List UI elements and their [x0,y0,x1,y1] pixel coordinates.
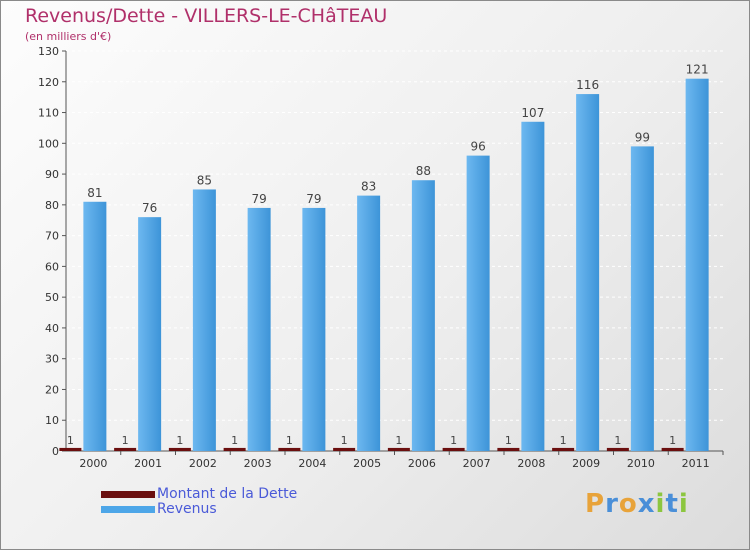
bar-dette [59,447,82,451]
logo-letter: x [637,489,656,519]
y-tick-label: 110 [38,107,59,120]
y-tick-label: 40 [45,322,59,335]
data-label-dette: 1 [122,434,129,447]
proxiti-logo: Proxiti [585,489,689,519]
data-label-dette: 1 [67,434,74,447]
logo-letter: i [655,489,666,519]
bar-revenus [247,207,271,451]
x-tick-label: 2005 [353,457,381,470]
chart-subtitle: (en milliers d'€) [25,30,112,43]
bar-revenus [411,180,435,451]
bar-revenus [192,189,216,451]
x-tick-label: 2007 [463,457,491,470]
y-tick-label: 130 [38,45,59,58]
data-label-revenus: 85 [197,173,212,187]
data-label-dette: 1 [176,434,183,447]
bar-dette [333,447,356,451]
data-label-dette: 1 [450,434,457,447]
data-label-dette: 1 [505,434,512,447]
legend-swatch-revenus [101,506,155,513]
legend-label-dette: Montant de la Dette [157,486,298,502]
y-tick-label: 70 [45,230,59,243]
data-label-dette: 1 [560,434,567,447]
y-tick-label: 50 [45,291,59,304]
data-label-dette: 1 [614,434,621,447]
bar-dette [442,447,465,451]
data-label-revenus: 79 [251,192,266,206]
y-tick-label: 0 [52,445,59,458]
y-tick-label: 60 [45,260,59,273]
data-label-dette: 1 [341,434,348,447]
data-label-revenus: 79 [306,192,321,206]
data-label-revenus: 88 [416,164,431,178]
bar-revenus [630,146,654,451]
data-label-revenus: 121 [686,63,709,77]
data-label-revenus: 99 [635,130,650,144]
bar-revenus [83,201,107,451]
x-tick-label: 2009 [572,457,600,470]
y-tick-label: 90 [45,168,59,181]
data-label-dette: 1 [669,434,676,447]
data-label-revenus: 76 [142,201,157,215]
bar-dette [387,447,410,451]
bar-dette [661,447,684,451]
x-tick-label: 2008 [517,457,545,470]
logo-letter: r [605,489,619,519]
data-label-revenus: 83 [361,180,376,194]
logo-letter: i [678,489,689,519]
bar-revenus [685,78,709,451]
bar-revenus [521,121,545,452]
bar-dette [606,447,629,451]
legend-label-revenus: Revenus [157,501,217,517]
x-tick-label: 2004 [298,457,326,470]
y-tick-label: 10 [45,414,59,427]
y-tick-label: 100 [38,137,59,150]
x-tick-label: 2000 [79,457,107,470]
bar-revenus [138,217,162,451]
bar-dette [497,447,520,451]
legend-swatch-dette [101,491,155,498]
data-label-revenus: 96 [470,140,485,154]
bar-revenus [466,155,490,451]
x-tick-label: 2001 [134,457,162,470]
bar-revenus [302,207,326,451]
chart-title: Revenus/Dette - VILLERS-LE-CHâTEAU [25,5,388,27]
data-label-dette: 1 [395,434,402,447]
x-tick-label: 2006 [408,457,436,470]
logo-letter: P [585,489,606,519]
x-tick-label: 2010 [627,457,655,470]
data-label-dette: 1 [231,434,238,447]
bar-dette [223,447,246,451]
logo-letter: t [665,489,679,519]
y-tick-label: 120 [38,76,59,89]
data-label-revenus: 81 [87,186,102,200]
bar-dette [278,447,301,451]
x-tick-label: 2011 [682,457,710,470]
x-tick-label: 2002 [189,457,217,470]
data-label-dette: 1 [286,434,293,447]
logo-letter: o [618,489,638,519]
bar-revenus [576,94,600,452]
data-label-revenus: 107 [521,106,544,120]
data-label-revenus: 116 [576,78,599,92]
y-tick-label: 80 [45,199,59,212]
x-tick-label: 2003 [244,457,272,470]
bar-revenus [357,195,381,451]
y-tick-label: 20 [45,383,59,396]
bar-dette [168,447,191,451]
bar-dette [552,447,575,451]
y-tick-label: 30 [45,353,59,366]
bar-dette [114,447,137,451]
